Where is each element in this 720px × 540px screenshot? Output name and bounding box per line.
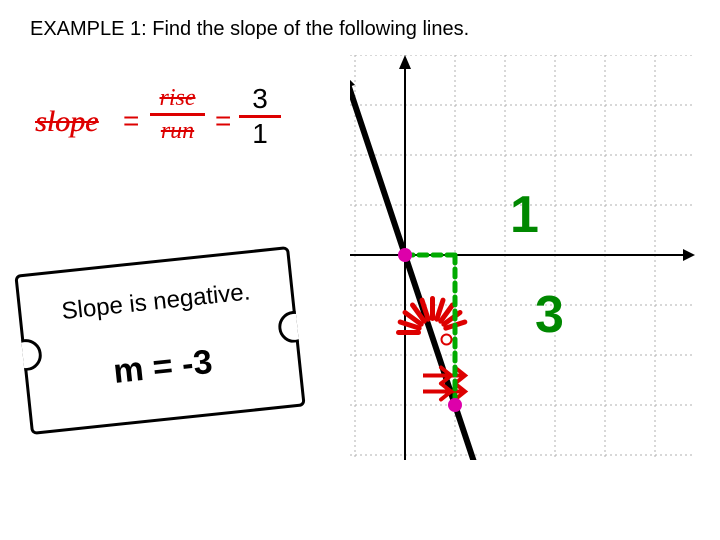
coordinate-graph bbox=[350, 55, 695, 460]
slope-formula: slope = rise run = 3 1 bbox=[35, 85, 295, 175]
rise-label: 3 bbox=[535, 285, 564, 345]
slope-word: slope bbox=[35, 105, 98, 139]
answer-ticket: Slope is negative. m = -3 bbox=[14, 246, 305, 435]
run-label: 1 bbox=[510, 185, 539, 245]
ticket-line-1: Slope is negative. bbox=[20, 274, 291, 330]
rise-text: rise bbox=[150, 85, 205, 111]
page-title: EXAMPLE 1: Find the slope of the followi… bbox=[30, 18, 469, 41]
equals-1: = bbox=[123, 105, 139, 137]
rise-over-run: rise run bbox=[150, 85, 205, 145]
numerator-3: 3 bbox=[245, 85, 275, 113]
equals-2: = bbox=[215, 105, 231, 137]
run-text: run bbox=[150, 118, 205, 144]
ticket-line-2: m = -3 bbox=[27, 334, 300, 401]
three-over-one: 3 1 bbox=[245, 85, 275, 148]
denominator-1: 1 bbox=[245, 120, 275, 148]
